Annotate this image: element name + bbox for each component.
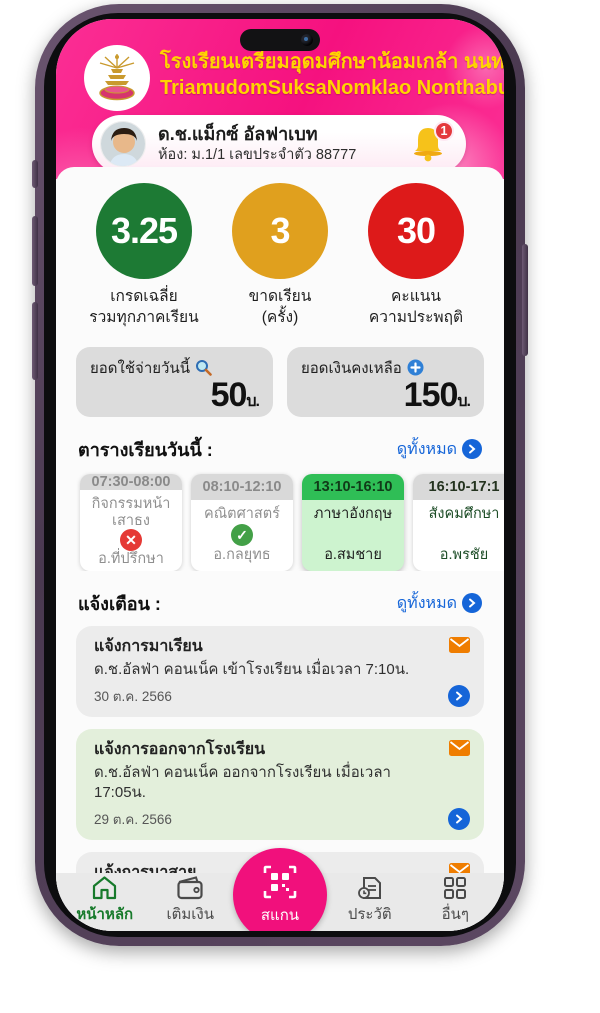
class-teacher: อ.ที่ปรึกษา: [98, 551, 164, 568]
schedule-view-all-link[interactable]: ดูทั้งหมด: [397, 437, 482, 462]
behavior-label: คะแนน ความประพฤติ: [368, 288, 464, 326]
balance-value: 150บ.: [403, 375, 471, 414]
school-name-thai: โรงเรียนเตรียมอุดมศึกษาน้อมเกล้า นนทบุรี: [160, 51, 504, 73]
nav-scan-button[interactable]: สแกน: [232, 848, 327, 931]
schedule-card-2[interactable]: 08:10-12:10 คณิตศาสตร์ ✓ อ.กลยุทธ: [191, 473, 293, 571]
chevron-right-icon: [462, 439, 482, 460]
school-logo: [84, 45, 150, 111]
chevron-right-icon: [462, 593, 482, 614]
magnifier-icon[interactable]: [195, 359, 212, 377]
class-subject: คณิตศาสตร์: [204, 505, 280, 522]
present-check-icon: ✓: [231, 523, 253, 546]
absence-value: 3: [270, 210, 290, 251]
add-money-icon[interactable]: [407, 359, 424, 376]
notification-departure[interactable]: แจ้งการออกจากโรงเรียน ด.ช.อัลฟ่า คอนเน็ค…: [76, 728, 484, 841]
app-screen: โรงเรียนเตรียมอุดมศึกษาน้อมเกล้า นนทบุรี…: [56, 19, 504, 931]
phone-frame: โรงเรียนเตรียมอุดมศึกษาน้อมเกล้า นนทบุรี…: [32, 4, 528, 946]
notifications-title: แจ้งเตือน :: [78, 593, 161, 614]
class-teacher: อ.สมชาย: [324, 547, 382, 564]
home-icon: [93, 876, 117, 900]
stat-behavior[interactable]: 30 คะแนน ความประพฤติ: [350, 183, 482, 329]
class-teacher: อ.กลยุทธ: [213, 547, 271, 564]
front-camera-icon: [301, 34, 313, 46]
student-profile-card[interactable]: ด.ช.แม็กซ์ อัลฟาเบท ห้อง: ม.1/1 เลขประจำ…: [92, 115, 466, 173]
balance-label: ยอดเงินคงเหลือ: [301, 359, 402, 377]
app-header: โรงเรียนเตรียมอุดมศึกษาน้อมเกล้า นนทบุรี…: [56, 19, 504, 179]
schedule-title: ตารางเรียนวันนี้ :: [78, 439, 213, 460]
qr-scan-icon: [263, 865, 297, 899]
nav-topup[interactable]: เติมเงิน: [147, 875, 232, 926]
class-time: 08:10-12:10: [191, 473, 293, 500]
gpa-label: เกรดเฉลี่ย รวมทุกภาคเรียน: [89, 288, 199, 326]
class-subject: กิจกรรมหน้าเสาธง: [91, 495, 171, 529]
notification-bell-button[interactable]: 1: [410, 121, 454, 164]
schedule-card-1[interactable]: 07:30-08:00 กิจกรรมหน้าเสาธง ✕ อ.ที่ปรึก…: [80, 473, 182, 571]
power-button: [522, 244, 528, 356]
volume-down-button: [32, 302, 38, 380]
absent-cross-icon: ✕: [120, 529, 142, 552]
notifications-view-all-link[interactable]: ดูทั้งหมด: [397, 591, 482, 616]
behavior-value: 30: [396, 210, 436, 251]
nav-history[interactable]: ประวัติ: [327, 875, 412, 926]
spent-today-value: 50บ.: [210, 375, 260, 414]
grid-menu-icon: [444, 877, 467, 899]
school-name-english: TriamudomSuksaNomklao Nonthaburi: [160, 77, 504, 100]
notification-date: 30 ต.ค. 2566: [94, 688, 172, 704]
schedule-card-4[interactable]: 16:10-17:1 สังคมศึกษา อ.พรชัย: [413, 473, 504, 571]
student-name: ด.ช.แม็กซ์ อัลฟาเบท: [158, 124, 318, 145]
mail-icon: [449, 636, 470, 658]
balance-card[interactable]: ยอดเงินคงเหลือ 150บ.: [287, 346, 484, 417]
spent-today-label: ยอดใช้จ่ายวันนี้: [90, 359, 190, 377]
stat-gpa[interactable]: 3.25 เกรดเฉลี่ย รวมทุกภาคเรียน: [78, 183, 210, 329]
class-time: 07:30-08:00: [80, 473, 182, 490]
history-document-icon: [357, 877, 381, 899]
main-content: 3.25 เกรดเฉลี่ย รวมทุกภาคเรียน 3 ขาดเรียน…: [56, 167, 504, 931]
class-subject: สังคมศึกษา: [428, 505, 500, 522]
nav-home[interactable]: หน้าหลัก: [62, 875, 147, 926]
dynamic-island: [240, 29, 320, 51]
school-crest-icon: [99, 54, 135, 101]
wallet-row: ยอดใช้จ่ายวันนี้ 50บ. ยอดเงินคงเหลือ: [56, 329, 504, 417]
class-time: 13:10-16:10: [302, 473, 404, 500]
schedule-cards-row[interactable]: 07:30-08:00 กิจกรรมหน้าเสาธง ✕ อ.ที่ปรึก…: [56, 464, 504, 571]
bottom-navbar: หน้าหลัก เติมเงิน: [56, 848, 504, 931]
notification-count-badge: 1: [434, 121, 454, 141]
mute-switch: [32, 160, 38, 188]
absence-label: ขาดเรียน (ครั้ง): [248, 288, 312, 326]
schedule-card-3-current[interactable]: 13:10-16:10 ภาษาอังกฤษ อ.สมชาย: [302, 473, 404, 571]
wallet-icon: [177, 876, 203, 900]
notification-date: 29 ต.ค. 2566: [94, 812, 172, 828]
notification-open-button[interactable]: [448, 808, 470, 831]
stats-row: 3.25 เกรดเฉลี่ย รวมทุกภาคเรียน 3 ขาดเรียน…: [56, 167, 504, 329]
student-info: ห้อง: ม.1/1 เลขประจำตัว 88777: [158, 146, 357, 163]
notification-arrival[interactable]: แจ้งการมาเรียน ด.ช.อัลฟ่า คอนเน็ค เข้าโร…: [76, 625, 484, 717]
gpa-value: 3.25: [110, 210, 178, 251]
class-teacher: อ.พรชัย: [439, 547, 489, 564]
class-subject: ภาษาอังกฤษ: [313, 505, 393, 522]
student-avatar: [100, 121, 146, 167]
volume-up-button: [32, 216, 38, 286]
class-time: 16:10-17:1: [413, 473, 504, 500]
notification-open-button[interactable]: [448, 684, 470, 707]
mail-icon: [449, 739, 470, 761]
spent-today-card[interactable]: ยอดใช้จ่ายวันนี้ 50บ.: [76, 346, 273, 417]
nav-more[interactable]: อื่นๆ: [413, 875, 498, 926]
stat-absence[interactable]: 3 ขาดเรียน (ครั้ง): [214, 183, 346, 329]
